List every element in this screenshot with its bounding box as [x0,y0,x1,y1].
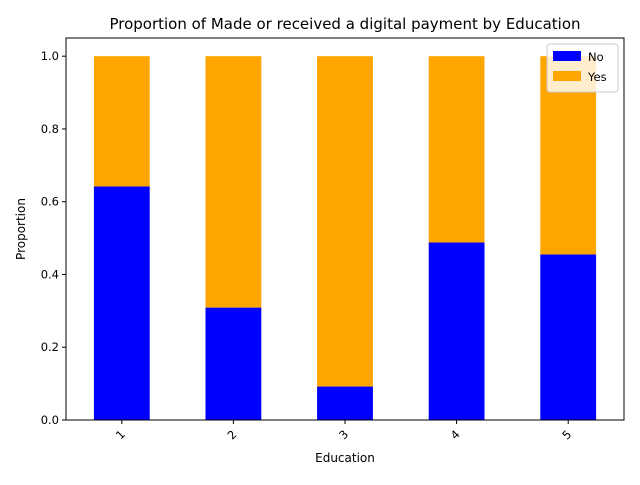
plot-frame [65,37,625,421]
bar-no-3 [317,386,373,420]
legend-label-no: No [588,50,604,64]
bar-yes-4 [428,56,485,243]
y-tick-label: 0.8 [41,122,59,136]
bar-yes-2 [205,56,262,308]
bar-yes-3 [317,56,373,387]
legend-label-yes: Yes [587,70,607,84]
y-tick-label: 1.0 [41,49,59,63]
bar-group [93,56,597,420]
legend-swatch-no [553,51,581,61]
bar-no-1 [93,186,150,420]
x-axis: 1 2 3 4 5 [113,420,574,442]
x-tick-label: 5 [559,427,574,442]
x-axis-label: Education [315,451,375,465]
y-tick-label: 0.6 [41,195,59,209]
x-tick-label: 1 [113,427,128,442]
legend-swatch-yes [553,71,581,81]
bar-no-5 [540,254,597,420]
x-tick-label: 4 [448,427,463,442]
y-axis: 0.0 0.2 0.4 0.6 0.8 1.0 [41,49,66,427]
bar-no-2 [205,307,262,420]
x-tick-label: 2 [224,427,239,442]
y-tick-label: 0.2 [41,340,59,354]
x-tick-label: 3 [336,427,351,442]
y-tick-label: 0.0 [41,413,59,427]
y-tick-label: 0.4 [41,267,59,281]
legend: No Yes [546,43,619,93]
bar-no-4 [428,242,485,420]
chart-title: Proportion of Made or received a digital… [109,15,580,33]
y-axis-label: Proportion [14,198,28,260]
bar-yes-1 [93,56,150,187]
